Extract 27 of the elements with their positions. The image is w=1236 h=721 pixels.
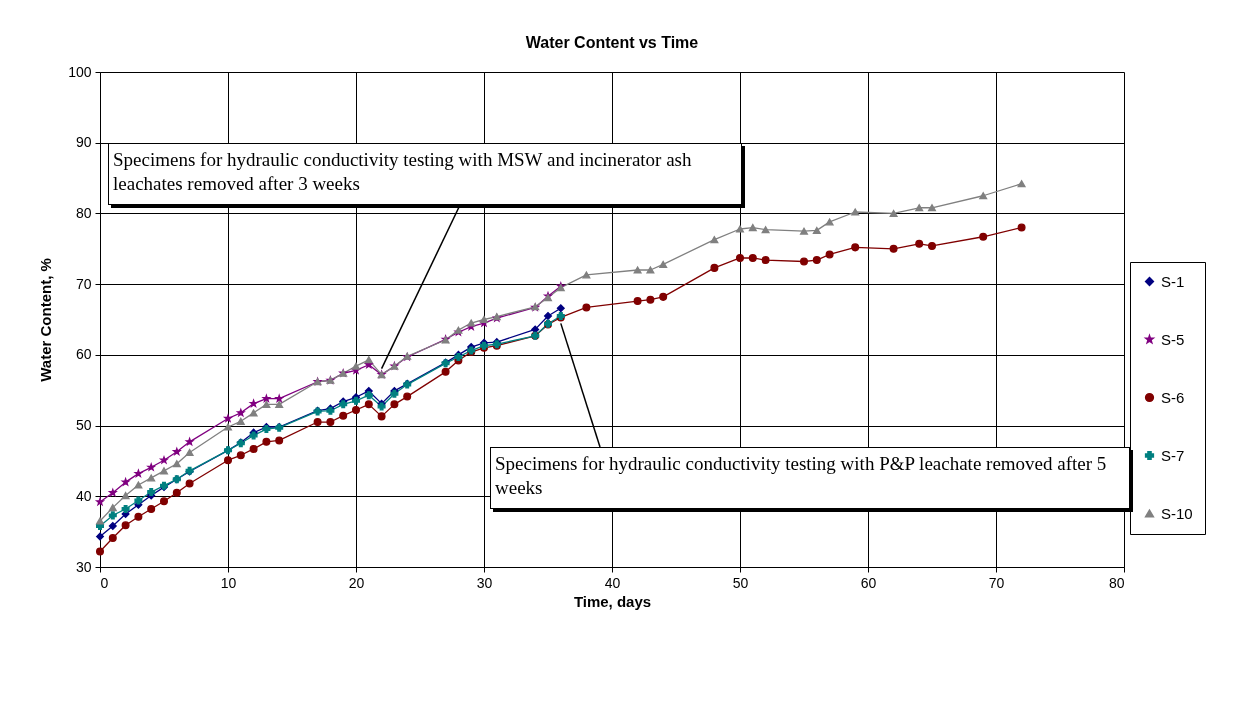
- y-tick-label: 70: [75, 275, 92, 292]
- y-tick-label: 60: [75, 346, 92, 363]
- x-tick-label: 30: [476, 574, 493, 591]
- x-tick-label: 60: [860, 574, 877, 591]
- y-tick-label: 90: [75, 134, 92, 151]
- y-tick-label: 50: [75, 417, 92, 434]
- y-tick-label: 30: [75, 558, 92, 575]
- legend-label: S-1: [1161, 272, 1185, 290]
- legend-label: S-6: [1161, 388, 1185, 406]
- legend-label: S-10: [1161, 504, 1193, 522]
- annotation: Specimens for hydraulic conductivity testing with MSW and incinerator ash leachates removed after 3 weeks: [108, 143, 742, 205]
- x-tick-label: 20: [348, 574, 365, 591]
- y-tick-label: 40: [75, 487, 92, 504]
- legend-label: S-7: [1161, 446, 1185, 464]
- y-tick-label: 100: [68, 63, 92, 80]
- x-axis-title: Time, days: [573, 592, 652, 610]
- x-tick-label: 50: [732, 574, 749, 591]
- x-tick-label: 70: [988, 574, 1005, 591]
- y-tick-label: 80: [75, 204, 92, 221]
- x-tick-label: 40: [604, 574, 621, 591]
- x-tick-label: 0: [100, 574, 109, 591]
- annotation: Specimens for hydraulic conductivity testing with P&P leachate removed after 5 weeks: [490, 447, 1130, 509]
- legend-label: S-5: [1161, 330, 1185, 348]
- chart-title: Water Content vs Time: [525, 34, 699, 51]
- x-tick-label: 80: [1108, 574, 1125, 591]
- x-tick-label: 10: [220, 574, 237, 591]
- y-axis-title: Water Content, %: [37, 258, 55, 382]
